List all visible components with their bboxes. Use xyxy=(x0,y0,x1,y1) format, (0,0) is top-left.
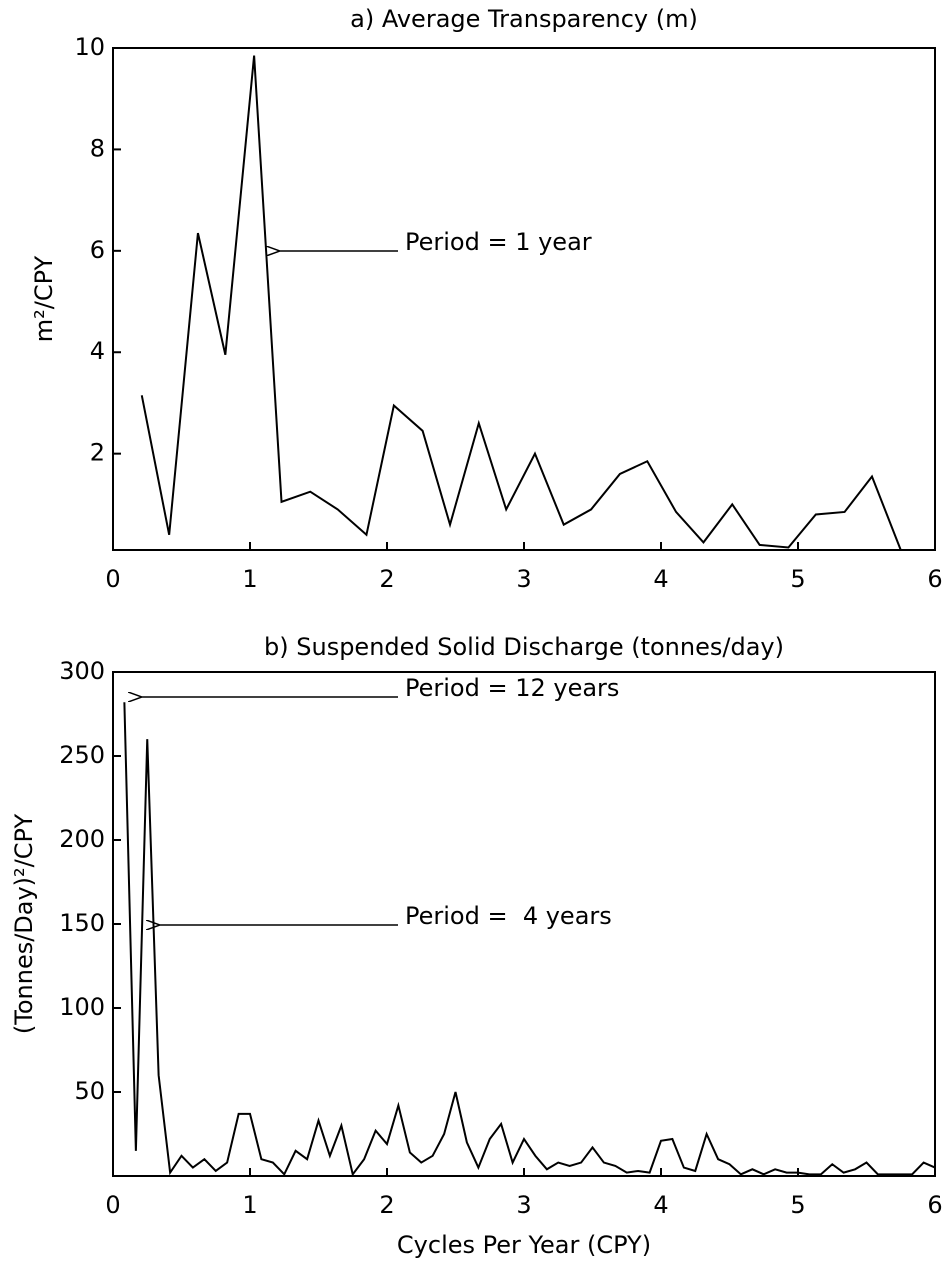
x-axis-label: Cycles Per Year (CPY) xyxy=(397,1231,651,1259)
x-tick-label: 1 xyxy=(242,1191,257,1219)
data-line xyxy=(140,55,902,551)
chart-title: b) Suspended Solid Discharge (tonnes/day… xyxy=(264,633,784,661)
x-tick-label: 2 xyxy=(379,565,394,593)
y-tick-label: 8 xyxy=(90,134,105,162)
data-line xyxy=(123,702,936,1177)
y-tick-label: 2 xyxy=(90,439,105,467)
x-tick-label: 4 xyxy=(653,1191,668,1219)
y-tick-label: 4 xyxy=(90,337,105,365)
y-axis-label: (Tonnes/Day)²/CPY xyxy=(10,814,38,1035)
y-tick-label: 200 xyxy=(59,825,105,853)
x-tick-label: 5 xyxy=(790,1191,805,1219)
annotation: Period = 4 years xyxy=(405,902,612,930)
x-tick-label: 0 xyxy=(105,565,120,593)
y-tick-label: 100 xyxy=(59,993,105,1021)
y-tick-label: 250 xyxy=(59,741,105,769)
chart-title: a) Average Transparency (m) xyxy=(350,5,698,33)
x-tick-label: 3 xyxy=(516,565,531,593)
x-tick-label: 6 xyxy=(927,565,942,593)
x-tick-label: 0 xyxy=(105,1191,120,1219)
annotation: Period = 1 year xyxy=(405,228,592,256)
x-tick-label: 5 xyxy=(790,565,805,593)
y-tick-label: 10 xyxy=(74,33,105,61)
x-tick-label: 4 xyxy=(653,565,668,593)
x-tick-label: 1 xyxy=(242,565,257,593)
x-tick-label: 3 xyxy=(516,1191,531,1219)
x-tick-label: 6 xyxy=(927,1191,942,1219)
y-tick-label: 6 xyxy=(90,236,105,264)
x-tick-label: 2 xyxy=(379,1191,394,1219)
y-tick-label: 150 xyxy=(59,909,105,937)
y-tick-label: 50 xyxy=(74,1077,105,1105)
y-tick-label: 300 xyxy=(59,657,105,685)
y-axis-label: m²/CPY xyxy=(30,255,58,342)
annotation: Period = 12 years xyxy=(405,674,619,702)
